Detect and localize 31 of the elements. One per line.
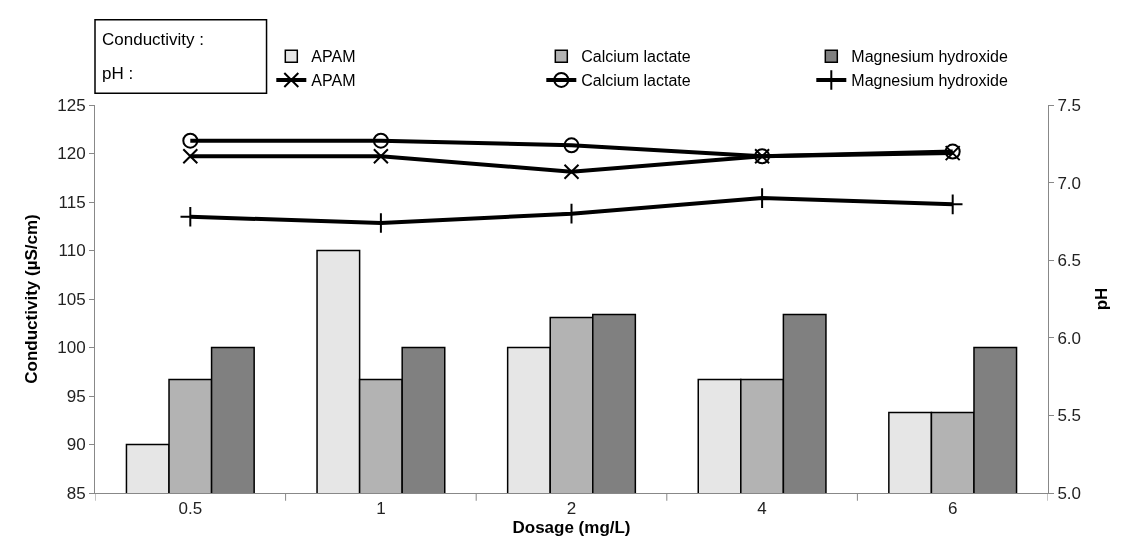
- y-tick-label: 105: [57, 289, 86, 309]
- legend-label: Calcium lactate: [581, 48, 691, 66]
- x-axis-title: Dosage (mg/L): [512, 518, 631, 538]
- legend-label: APAM: [311, 72, 356, 90]
- y2-tick-label: 5.0: [1057, 483, 1082, 503]
- legend-label: Magnesium hydroxide: [851, 72, 1008, 90]
- x-tick-label: 2: [566, 499, 577, 519]
- y-tick-label: 125: [57, 95, 86, 115]
- y-tick-label: 95: [66, 386, 86, 406]
- x-tick-label: 6: [947, 499, 958, 519]
- x-tick-label: 1: [376, 499, 386, 519]
- y-tick-label: 110: [58, 241, 86, 261]
- y-tick-label: 100: [57, 338, 86, 358]
- y2-tick-label: 6.5: [1057, 251, 1082, 271]
- y-tick-label: 90: [66, 435, 86, 455]
- y-axis-title: Conductivity (µS/cm): [21, 214, 41, 384]
- x-tick-label: 0.5: [178, 499, 203, 519]
- y-tick-label: 85: [66, 483, 86, 503]
- y2-tick-label: 5.5: [1057, 406, 1082, 426]
- y-tick-label: 120: [57, 144, 86, 164]
- x-tick-label: 4: [757, 499, 767, 519]
- y2-tick-label: 7.0: [1057, 173, 1082, 193]
- text: Conductivity :: [102, 30, 205, 49]
- y2-tick-label: 6.0: [1057, 328, 1082, 348]
- legend-label: APAM: [311, 48, 356, 66]
- y-tick-label: 115: [58, 192, 86, 212]
- legend-label: Magnesium hydroxide: [851, 48, 1008, 66]
- y2-tick-label: 7.5: [1057, 95, 1082, 115]
- text: pH :: [102, 64, 134, 83]
- y2-axis-title: pH: [1092, 287, 1112, 311]
- legend-label: Calcium lactate: [581, 72, 691, 90]
